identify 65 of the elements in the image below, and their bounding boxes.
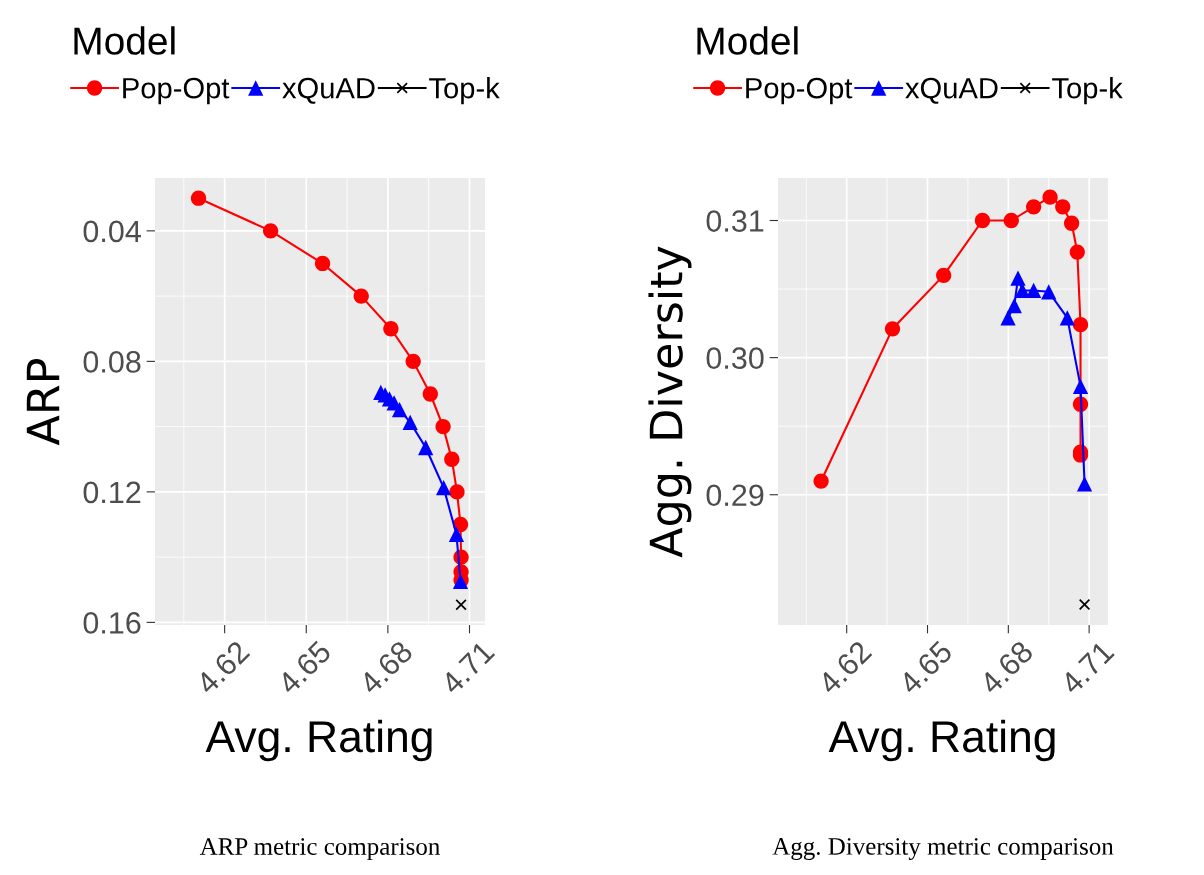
y-tick-label: 0.16 <box>83 612 141 634</box>
legend-title: Model <box>697 26 798 55</box>
x-tick-label: 4.68 <box>357 639 414 696</box>
x-tick-label: 4.71 <box>1059 640 1115 696</box>
point <box>1055 199 1071 215</box>
legend-label: Top-k <box>429 77 500 105</box>
x-tick-label: 4.62 <box>194 639 251 696</box>
y-tick-label: 0.08 <box>83 351 141 373</box>
point <box>1072 317 1089 333</box>
point <box>418 439 434 456</box>
point <box>391 402 408 418</box>
text: Agg. Diversity metric comparison <box>772 838 1114 860</box>
point <box>1000 310 1016 326</box>
y-axis-title: ARP <box>26 358 60 446</box>
y-axis-title: Agg. Diversity <box>648 246 692 558</box>
x-tick-label: 4.62 <box>816 639 873 696</box>
point <box>974 212 991 229</box>
point <box>1041 284 1057 300</box>
point <box>1026 199 1042 215</box>
point <box>314 255 331 272</box>
point <box>813 473 829 489</box>
point <box>422 386 438 402</box>
point <box>1063 215 1080 231</box>
y-tick-label: 0.04 <box>83 220 141 243</box>
point <box>1059 310 1075 326</box>
point <box>190 190 207 206</box>
point <box>383 321 399 337</box>
x-tick-label: 4.68 <box>978 639 1035 696</box>
y-tick-label: 0.31 <box>706 210 764 232</box>
y-tick-label: 0.29 <box>706 484 764 507</box>
point <box>449 484 465 500</box>
legend-label: Top-k <box>1052 77 1123 105</box>
point <box>455 599 467 611</box>
point <box>444 451 460 467</box>
point <box>1026 282 1042 299</box>
point <box>884 321 901 337</box>
legend-label: Pop-Opt <box>123 77 230 105</box>
point <box>436 480 452 496</box>
point <box>353 288 369 304</box>
x-tick-label: 4.65 <box>276 639 333 696</box>
point <box>1076 476 1093 492</box>
point <box>1072 378 1089 395</box>
legend-title: Model <box>74 26 175 55</box>
point <box>1006 297 1022 314</box>
point <box>405 353 421 370</box>
point <box>402 414 418 431</box>
legend-label: xQuAD <box>282 77 375 104</box>
text: ARP metric comparison <box>199 838 440 860</box>
point <box>1003 212 1019 229</box>
point <box>1069 244 1085 260</box>
x-tick-label: 4.71 <box>439 640 496 696</box>
point <box>1010 270 1026 286</box>
legend-label: Pop-Opt <box>746 77 853 105</box>
legend-label: xQuAD <box>905 77 998 104</box>
x-tick-label: 4.65 <box>897 639 954 696</box>
x-axis-title: Avg. Rating <box>205 719 432 762</box>
y-tick-label: 0.12 <box>83 481 141 504</box>
point <box>936 267 952 283</box>
y-tick-label: 0.30 <box>706 347 764 369</box>
point <box>262 223 279 239</box>
point <box>448 526 465 542</box>
x-axis-title: Avg. Rating <box>828 719 1055 762</box>
point <box>435 418 451 435</box>
point <box>1042 189 1058 205</box>
point <box>1078 598 1091 611</box>
